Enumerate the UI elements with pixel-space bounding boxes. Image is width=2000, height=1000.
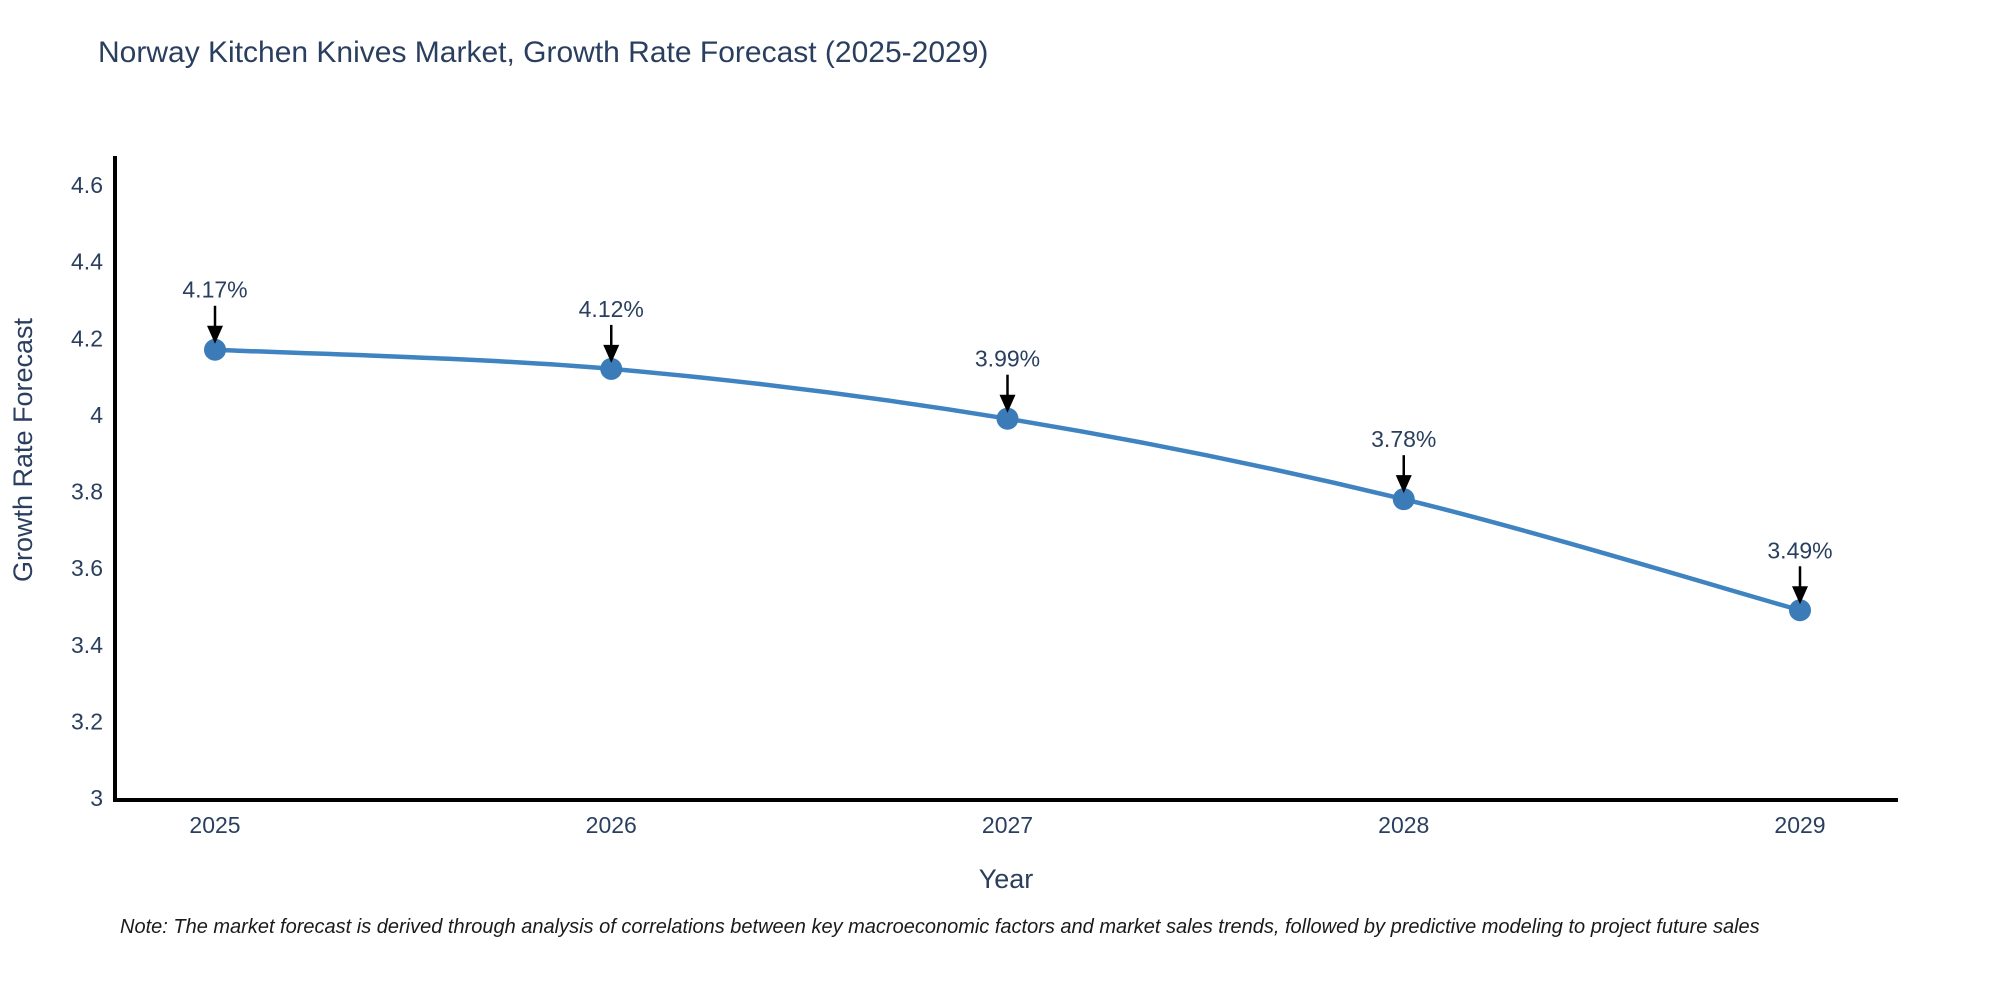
data-point-marker[interactable] bbox=[1789, 599, 1811, 622]
data-point-marker[interactable] bbox=[1392, 488, 1415, 511]
x-tick-label: 2027 bbox=[982, 812, 1033, 838]
x-axis-title: Year bbox=[979, 864, 1034, 894]
y-tick-label: 4.2 bbox=[71, 325, 103, 351]
x-tick-label: 2025 bbox=[189, 812, 240, 838]
x-tick-label: 2026 bbox=[586, 812, 637, 838]
y-tick-label: 3.8 bbox=[71, 479, 103, 505]
y-axis-title: Growth Rate Forecast bbox=[8, 317, 38, 582]
x-tick-label: 2029 bbox=[1774, 812, 1825, 838]
annotation-arrowhead bbox=[999, 394, 1016, 413]
annotation-arrowhead bbox=[1792, 586, 1808, 605]
annotation-arrowhead bbox=[1395, 475, 1412, 494]
data-point-label: 3.99% bbox=[975, 346, 1040, 372]
chart-title: Norway Kitchen Knives Market, Growth Rat… bbox=[98, 36, 989, 69]
y-tick-label: 3.2 bbox=[71, 708, 103, 734]
y-tick-label: 4.6 bbox=[71, 172, 103, 198]
annotation-arrowhead bbox=[207, 325, 223, 344]
data-point-marker[interactable] bbox=[204, 338, 226, 361]
data-point-marker[interactable] bbox=[600, 357, 623, 380]
annotation-arrowhead bbox=[603, 344, 620, 363]
y-tick-label: 3.6 bbox=[71, 555, 103, 581]
y-tick-label: 3 bbox=[90, 785, 103, 811]
data-point-label: 3.78% bbox=[1371, 426, 1436, 452]
data-point-label: 4.17% bbox=[182, 277, 247, 303]
x-tick-label: 2028 bbox=[1378, 812, 1429, 838]
data-point-label: 4.12% bbox=[579, 296, 644, 322]
y-tick-label: 3.4 bbox=[71, 632, 103, 658]
footnote: Note: The market forecast is derived thr… bbox=[120, 916, 1760, 938]
data-point-marker[interactable] bbox=[996, 407, 1019, 430]
plot-layer: 3 3.2 3.4 3.6 3.8 4 4.2 4.4 4.6 2025 2026 2027 2028 2… bbox=[71, 156, 1898, 838]
data-point-label: 3.49% bbox=[1767, 537, 1832, 563]
y-tick-label: 4.4 bbox=[71, 249, 103, 275]
y-tick-label: 4 bbox=[90, 402, 103, 428]
